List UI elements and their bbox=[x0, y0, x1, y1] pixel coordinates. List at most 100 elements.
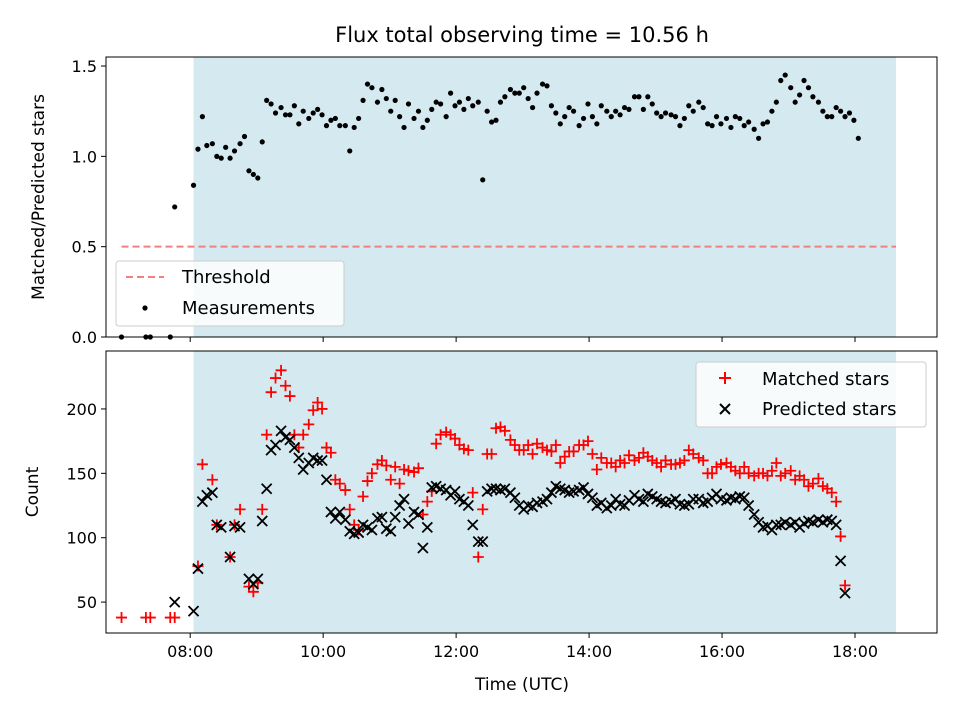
matched-stars-point bbox=[357, 491, 369, 503]
measurement-point bbox=[764, 119, 771, 125]
measurement-point bbox=[190, 182, 197, 188]
matched-stars-point bbox=[275, 364, 287, 376]
measurement-point bbox=[282, 112, 289, 118]
measurement-point bbox=[570, 108, 577, 114]
x-tick-label: 16:00 bbox=[699, 642, 745, 661]
matched-stars-point bbox=[531, 438, 543, 450]
matched-stars-point bbox=[582, 435, 594, 447]
measurement-point bbox=[649, 101, 655, 107]
predicted-stars-point bbox=[834, 555, 847, 567]
measurement-point bbox=[475, 99, 481, 105]
matched-stars-point bbox=[697, 454, 709, 466]
measurement-point bbox=[379, 86, 385, 93]
predicted-stars-point bbox=[807, 516, 819, 528]
measurement-point bbox=[383, 95, 389, 102]
matched-stars-point bbox=[486, 448, 498, 460]
measurement-point bbox=[323, 123, 330, 129]
matched-stars-point bbox=[206, 474, 218, 486]
measurement-point bbox=[347, 148, 353, 154]
measurement-point bbox=[429, 106, 435, 112]
predicted-legend-label: Predicted stars bbox=[762, 399, 896, 420]
measurement-point bbox=[241, 133, 248, 140]
matched-stars-point bbox=[307, 404, 319, 416]
matched-stars-point bbox=[554, 457, 566, 469]
measurement-point bbox=[842, 114, 848, 120]
measurement-point bbox=[851, 117, 857, 123]
predicted-stars-point bbox=[389, 511, 401, 523]
measurement-point bbox=[636, 94, 642, 100]
measurement-point bbox=[268, 101, 274, 107]
measurement-point bbox=[255, 175, 261, 181]
measurement-point bbox=[328, 117, 334, 123]
measurement-point bbox=[838, 108, 844, 114]
measurement-point bbox=[626, 106, 632, 112]
measurement-point bbox=[815, 99, 822, 105]
predicted-stars-point bbox=[325, 506, 337, 518]
top-y-tick-label: 1.0 bbox=[72, 147, 97, 166]
measurement-point bbox=[433, 99, 439, 105]
measurement-point bbox=[214, 153, 220, 159]
measurement-point bbox=[306, 115, 312, 122]
x-tick-label: 12:00 bbox=[433, 642, 479, 661]
matched-stars-point bbox=[660, 454, 672, 466]
matched-stars-point bbox=[499, 425, 511, 437]
measurement-point bbox=[658, 114, 664, 120]
predicted-stars-point bbox=[738, 492, 750, 504]
measurement-point bbox=[337, 123, 343, 129]
matched-stars-point bbox=[550, 439, 562, 451]
measurement-point bbox=[662, 110, 669, 116]
predicted-stars-point bbox=[485, 483, 498, 495]
measurement-point bbox=[732, 114, 738, 120]
measurement-point bbox=[374, 99, 381, 105]
matched-stars-point bbox=[462, 444, 474, 456]
measurement-point bbox=[447, 90, 454, 96]
chart-title: Flux total observing time = 10.56 h bbox=[335, 23, 709, 47]
bottom-y-tick-label: 50 bbox=[77, 593, 97, 612]
predicted-stars-point bbox=[376, 511, 388, 523]
matched-stars-point bbox=[303, 418, 315, 430]
measurement-point bbox=[544, 83, 550, 89]
measurement-point bbox=[438, 101, 444, 107]
measurement-point bbox=[829, 114, 835, 120]
matched-stars-point bbox=[779, 467, 791, 479]
matched-stars-point bbox=[435, 429, 447, 441]
predicted-stars-point bbox=[748, 508, 760, 521]
measurement-point bbox=[580, 115, 587, 122]
matched-stars-point bbox=[169, 612, 181, 624]
predicted-legend-marker bbox=[719, 403, 731, 415]
measurement-point bbox=[617, 112, 623, 118]
measurement-point bbox=[705, 121, 711, 127]
matched-stars-point bbox=[421, 496, 433, 508]
predicted-stars-point bbox=[201, 489, 213, 501]
measurement-point bbox=[553, 110, 559, 116]
measurement-point bbox=[833, 104, 839, 111]
measurement-point bbox=[516, 90, 522, 96]
measurements-legend-marker bbox=[142, 305, 148, 311]
measurement-point bbox=[709, 123, 715, 129]
matched-stars-point bbox=[835, 530, 847, 542]
matched-stars-series bbox=[116, 364, 851, 624]
matched-stars-point bbox=[361, 475, 373, 487]
matched-stars-point bbox=[430, 438, 442, 450]
x-tick-label: 14:00 bbox=[566, 642, 612, 661]
measurement-point bbox=[465, 95, 471, 102]
measurement-point bbox=[631, 94, 638, 100]
predicted-stars-point bbox=[215, 521, 227, 534]
bottom-y-tick-label: 150 bbox=[66, 464, 97, 483]
predicted-stars-point bbox=[192, 562, 204, 575]
measurement-point bbox=[310, 110, 316, 116]
matched-legend-marker bbox=[719, 372, 731, 384]
measurement-point bbox=[713, 114, 720, 120]
matched-stars-point bbox=[247, 586, 259, 598]
predicted-stars-point bbox=[275, 425, 287, 437]
measurement-point bbox=[782, 72, 788, 78]
matched-stars-point bbox=[325, 447, 337, 459]
top-y-axis-label: Matched/Predicted stars bbox=[29, 94, 49, 300]
measurement-point bbox=[272, 110, 279, 116]
matched-stars-point bbox=[380, 460, 392, 472]
measurement-point bbox=[824, 114, 830, 120]
predicted-stars-point bbox=[320, 474, 333, 486]
measurement-point bbox=[356, 115, 362, 122]
measurement-point bbox=[227, 155, 233, 161]
measurement-point bbox=[672, 114, 679, 120]
